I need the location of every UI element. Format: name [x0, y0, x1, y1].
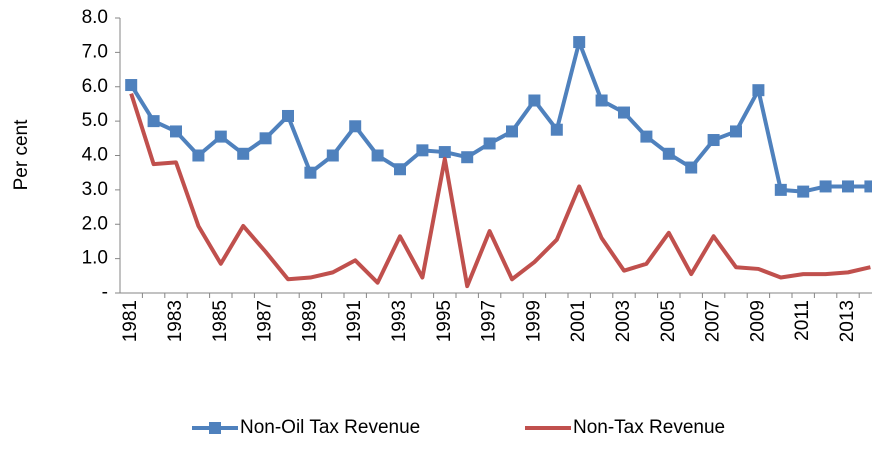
series-marker	[774, 183, 787, 196]
series-line	[129, 40, 871, 194]
series-marker	[170, 125, 182, 138]
series-marker	[797, 185, 810, 198]
y-axis-title: Per cent	[11, 119, 32, 190]
series-marker	[595, 94, 608, 107]
x-tick-label: 2007	[703, 300, 724, 342]
x-tick-label: 1989	[299, 300, 320, 342]
x-tick-label: 1985	[210, 300, 231, 342]
series-marker	[730, 125, 742, 138]
x-tick-label: 1997	[479, 300, 500, 342]
series-marker	[237, 147, 250, 160]
x-tick-label: 1987	[255, 300, 276, 342]
series-marker	[416, 144, 429, 157]
y-tick-label: 8.0	[82, 7, 108, 28]
series-marker	[304, 166, 317, 179]
y-tick-label: 7.0	[82, 41, 108, 62]
x-tick-label: 2001	[568, 300, 589, 342]
legend-label: Non-Oil Tax Revenue	[240, 417, 420, 438]
x-tick-label: 2005	[658, 300, 679, 342]
series-marker	[371, 149, 384, 162]
x-tick-label: 1993	[389, 300, 410, 342]
series-marker	[438, 146, 451, 159]
series-marker	[573, 36, 586, 49]
y-tick-label: -	[102, 282, 108, 303]
series-marker	[685, 161, 698, 174]
series-marker	[819, 180, 832, 193]
series-marker	[640, 130, 653, 143]
legend-marker	[209, 422, 221, 434]
series-marker	[349, 120, 362, 133]
series-marker	[506, 125, 518, 138]
series-marker	[550, 123, 563, 136]
y-tick-label: 5.0	[82, 110, 108, 131]
series-marker	[461, 151, 474, 164]
y-tick-label: 3.0	[82, 179, 108, 200]
x-tick-label: 2009	[747, 300, 768, 342]
y-tick-label: 6.0	[82, 76, 108, 97]
series-marker	[752, 84, 765, 97]
series-marker	[662, 147, 675, 160]
series-marker	[707, 134, 720, 147]
series-marker	[214, 130, 227, 143]
x-tick-label: 2011	[792, 300, 813, 341]
x-tick-label: 1981	[120, 300, 141, 342]
series-marker	[483, 137, 496, 150]
series-marker	[282, 109, 294, 122]
series-marker	[326, 149, 339, 162]
series-marker	[618, 106, 630, 119]
series-line	[129, 93, 871, 289]
y-tick-label: 2.0	[82, 213, 108, 234]
x-tick-label: 1983	[165, 300, 186, 342]
series-marker	[394, 163, 406, 176]
x-tick-label: 1999	[523, 300, 544, 342]
x-tick-label: 1995	[434, 300, 455, 342]
series-marker	[259, 132, 272, 145]
y-tick-label: 1.0	[82, 248, 108, 269]
series-marker	[125, 79, 138, 92]
series-marker	[147, 115, 160, 128]
legend-label: Non-Tax Revenue	[573, 417, 725, 438]
series-marker	[192, 149, 205, 162]
x-tick-label: 2013	[837, 300, 858, 342]
y-tick-label: 4.0	[82, 145, 108, 166]
series-marker	[528, 94, 541, 107]
series-marker	[864, 180, 872, 193]
x-tick-label: 2003	[613, 300, 634, 342]
series-marker	[842, 180, 854, 193]
x-tick-label: 1991	[344, 300, 365, 342]
